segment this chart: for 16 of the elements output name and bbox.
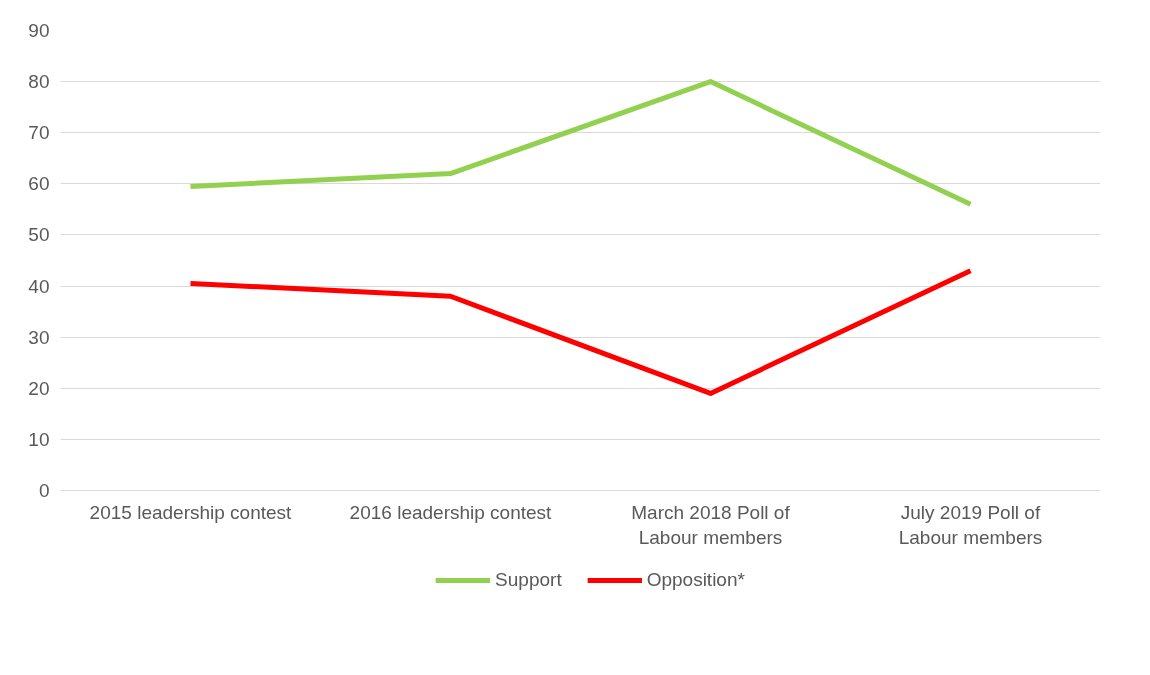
y-tick-label: 20	[28, 377, 50, 399]
y-tick-label: 70	[28, 122, 50, 144]
y-tick-label: 40	[28, 275, 50, 297]
legend-label: Support	[495, 569, 562, 591]
x-tick-label: 2015 leadership contest	[89, 501, 293, 523]
x-tick-label: March 2018 Poll of Labour members	[631, 501, 791, 548]
x-tick-label: July 2019 Poll of Labour members	[898, 501, 1043, 548]
y-tick-label: 30	[28, 326, 50, 348]
y-tick-label: 10	[28, 428, 50, 450]
y-tick-label: 90	[28, 20, 50, 41]
y-tick-label: 50	[28, 224, 50, 246]
x-tick-label: 2016 leadership contest	[349, 501, 553, 523]
y-tick-label: 60	[28, 173, 50, 195]
y-tick-label: 80	[28, 71, 50, 93]
y-tick-label: 0	[38, 480, 50, 501]
legend-label: Opposition*	[646, 569, 745, 591]
